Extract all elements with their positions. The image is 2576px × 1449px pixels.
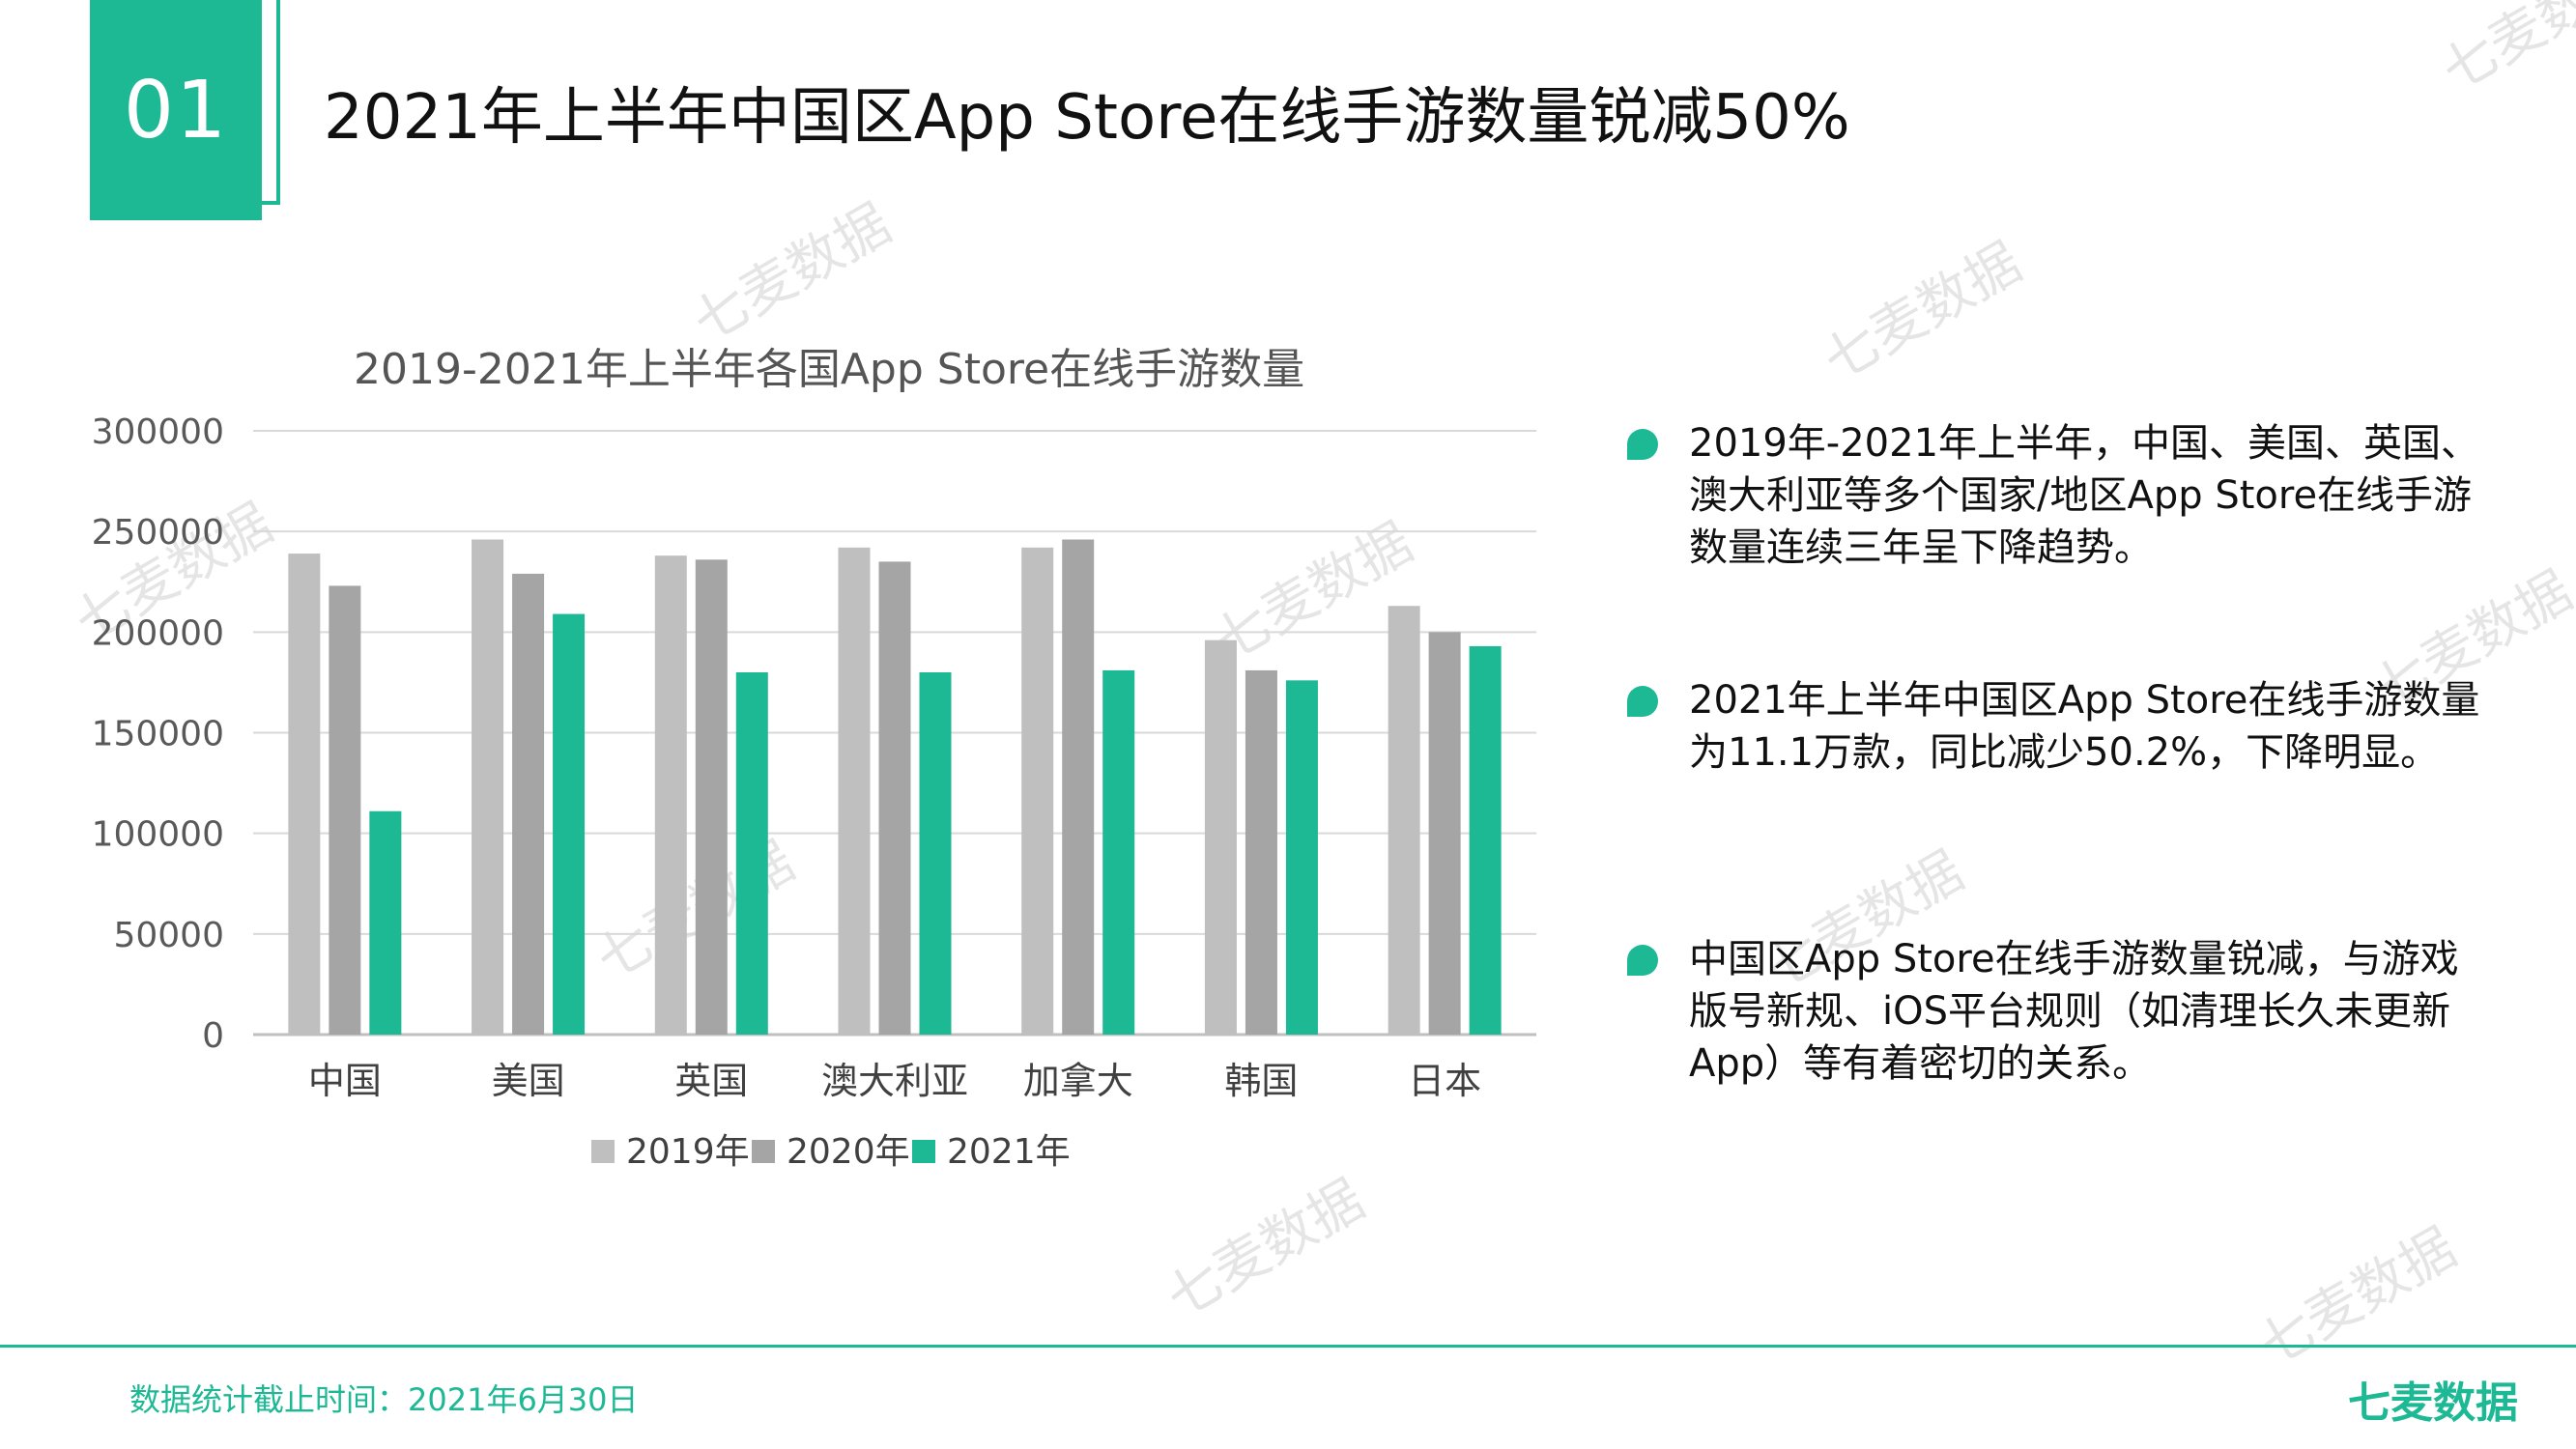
bar: [553, 613, 586, 1035]
bar: [1062, 539, 1095, 1035]
legend-swatch: [912, 1140, 935, 1163]
bar: [878, 561, 911, 1035]
x-tick-label: 中国: [308, 1060, 382, 1102]
x-tick-label: 加拿大: [1023, 1060, 1133, 1102]
y-tick-label: 250000: [92, 513, 224, 553]
insight-text: 中国区App Store在线手游数量锐减，与游戏版号新规、iOS平台规则（如清理…: [1689, 937, 2459, 1086]
x-tick-label: 英国: [674, 1060, 748, 1102]
bar: [695, 559, 728, 1035]
bar: [1102, 669, 1135, 1035]
bar: [1469, 645, 1502, 1035]
data-cutoff-note: 数据统计截止时间：2021年6月30日: [129, 1381, 639, 1418]
y-tick-label: 0: [202, 1016, 224, 1056]
brand-logo-text: 七麦数据: [2348, 1378, 2518, 1428]
x-tick-label: 美国: [492, 1060, 565, 1102]
legend-label: 2020年: [787, 1132, 910, 1172]
x-tick-label: 韩国: [1224, 1060, 1298, 1102]
bar: [329, 585, 361, 1035]
leaf-bullet-icon: [1627, 686, 1658, 717]
chart-title: 2019-2021年上半年各国App Store在线手游数量: [354, 345, 1305, 394]
bar: [512, 573, 545, 1035]
bar: [1021, 547, 1054, 1035]
leaf-bullet-icon: [1627, 945, 1658, 976]
insight-item: 2021年上半年中国区App Store在线手游数量为11.1万款，同比减少50…: [1627, 674, 2497, 779]
bar: [1204, 639, 1237, 1035]
y-tick-label: 300000: [92, 412, 224, 452]
legend-swatch: [752, 1140, 775, 1163]
page-title: 2021年上半年中国区App Store在线手游数量锐减50%: [324, 82, 1850, 154]
bar: [919, 672, 952, 1035]
footer-divider: [0, 1345, 2576, 1348]
bar: [735, 672, 768, 1035]
insight-text: 2019年-2021年上半年，中国、美国、英国、澳大利亚等多个国家/地区App …: [1689, 421, 2480, 570]
leaf-bullet-icon: [1627, 429, 1658, 460]
y-tick-label: 100000: [92, 815, 224, 855]
legend-label: 2019年: [626, 1132, 750, 1172]
insight-text: 2021年上半年中国区App Store在线手游数量为11.1万款，同比减少50…: [1689, 678, 2480, 775]
insight-item: 2019年-2021年上半年，中国、美国、英国、澳大利亚等多个国家/地区App …: [1627, 417, 2497, 574]
bar: [472, 539, 504, 1035]
bar: [288, 554, 321, 1035]
y-tick-label: 200000: [92, 613, 224, 653]
x-tick-label: 澳大利亚: [821, 1060, 968, 1102]
bar: [654, 555, 687, 1035]
bar: [1428, 632, 1461, 1035]
y-tick-label: 50000: [113, 916, 224, 955]
legend-swatch: [591, 1140, 615, 1163]
bar: [1388, 606, 1420, 1035]
section-number-badge: 01: [90, 0, 262, 220]
y-tick-label: 150000: [92, 715, 224, 754]
bar: [1245, 669, 1277, 1035]
bar: [1285, 680, 1318, 1035]
insight-item: 中国区App Store在线手游数量锐减，与游戏版号新规、iOS平台规则（如清理…: [1627, 933, 2497, 1090]
x-tick-label: 日本: [1408, 1060, 1481, 1102]
legend-label: 2021年: [947, 1132, 1071, 1172]
bar: [369, 810, 402, 1035]
bar: [838, 547, 871, 1035]
